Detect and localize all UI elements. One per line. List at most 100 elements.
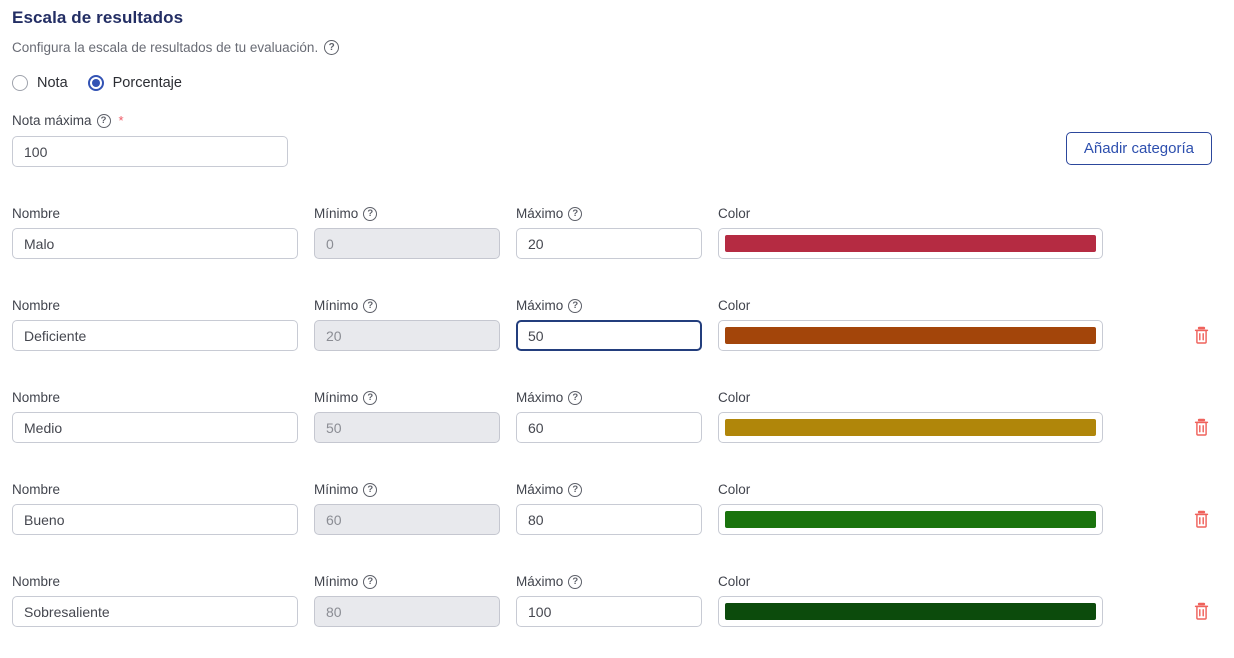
color-column-label: Color	[718, 390, 751, 405]
page-title: Escala de resultados	[12, 8, 184, 27]
min-column-label: Mínimo	[314, 574, 359, 589]
color-label-row: Color	[718, 205, 1103, 222]
min-column-label: Mínimo	[314, 390, 359, 405]
min-field-group: Mínimo ?	[314, 389, 500, 443]
color-label-row: Color	[718, 481, 1103, 498]
min-field-group: Mínimo ?	[314, 573, 500, 627]
help-icon[interactable]: ?	[568, 390, 583, 405]
max-label-row: Máximo ?	[516, 573, 702, 590]
help-icon[interactable]: ?	[363, 390, 378, 405]
help-icon[interactable]: ?	[363, 298, 378, 313]
help-icon[interactable]: ?	[363, 206, 378, 221]
max-input[interactable]	[516, 596, 702, 627]
name-input[interactable]	[12, 596, 298, 627]
min-label-row: Mínimo ?	[314, 297, 500, 314]
min-field-group: Mínimo ?	[314, 205, 500, 259]
trash-cell	[1191, 504, 1222, 535]
trash-cell	[1191, 228, 1222, 259]
help-icon[interactable]: ?	[568, 298, 583, 313]
category-rows: Nombre Mínimo ? Máximo ? Color	[12, 205, 1222, 627]
radio-circle-porcentaje[interactable]	[87, 75, 104, 91]
min-label-row: Mínimo ?	[314, 205, 500, 222]
help-icon[interactable]: ?	[324, 40, 340, 55]
delete-category-button[interactable]	[1191, 416, 1212, 439]
help-icon[interactable]: ?	[363, 482, 378, 497]
min-column-label: Mínimo	[314, 482, 359, 497]
name-input[interactable]	[12, 412, 298, 443]
max-field-group: Máximo ?	[516, 297, 702, 351]
color-picker-field[interactable]	[718, 504, 1103, 535]
max-grade-row: Nota máxima ? * Añadir categoría	[12, 112, 1222, 167]
color-swatch	[725, 419, 1096, 436]
add-category-button[interactable]: Añadir categoría	[1065, 132, 1212, 165]
color-column-label: Color	[718, 298, 751, 313]
trash-cell	[1191, 596, 1222, 627]
color-swatch	[725, 511, 1096, 528]
color-column-label: Color	[718, 482, 751, 497]
subtitle-row: Configura la escala de resultados de tu …	[12, 40, 1222, 55]
name-input[interactable]	[12, 504, 298, 535]
max-grade-field: Nota máxima ? *	[12, 112, 288, 167]
max-grade-input[interactable]	[12, 136, 288, 167]
color-column-label: Color	[718, 206, 751, 221]
min-label-row: Mínimo ?	[314, 481, 500, 498]
color-label-row: Color	[718, 297, 1103, 314]
name-input[interactable]	[12, 320, 298, 351]
trash-icon	[1194, 418, 1209, 436]
help-icon[interactable]: ?	[568, 574, 583, 589]
color-picker-field[interactable]	[718, 596, 1103, 627]
delete-category-button[interactable]	[1191, 600, 1212, 623]
name-field-group: Nombre	[12, 205, 298, 259]
max-input[interactable]	[516, 504, 702, 535]
max-input[interactable]	[516, 228, 702, 259]
max-field-group: Máximo ?	[516, 481, 702, 535]
color-field-group: Color	[718, 481, 1103, 535]
subtitle-text: Configura la escala de resultados de tu …	[12, 40, 319, 55]
min-label-row: Mínimo ?	[314, 389, 500, 406]
name-label-row: Nombre	[12, 389, 298, 406]
max-label-row: Máximo ?	[516, 205, 702, 222]
help-icon[interactable]: ?	[568, 206, 583, 221]
category-row: Nombre Mínimo ? Máximo ? Color	[12, 297, 1222, 351]
radio-option-porcentaje[interactable]: Porcentaje	[87, 75, 182, 91]
name-column-label: Nombre	[12, 574, 61, 589]
radio-circle-nota[interactable]	[12, 75, 28, 91]
min-input	[314, 596, 500, 627]
delete-category-button[interactable]	[1191, 508, 1212, 531]
delete-category-button[interactable]	[1191, 324, 1212, 347]
name-label-row: Nombre	[12, 205, 298, 222]
trash-cell	[1191, 320, 1222, 351]
max-input[interactable]	[516, 412, 702, 443]
min-field-group: Mínimo ?	[314, 297, 500, 351]
min-field-group: Mínimo ?	[314, 481, 500, 535]
help-icon[interactable]: ?	[96, 113, 111, 128]
trash-icon	[1194, 602, 1209, 620]
color-picker-field[interactable]	[718, 320, 1103, 351]
name-field-group: Nombre	[12, 297, 298, 351]
trash-icon	[1194, 326, 1209, 344]
name-label-row: Nombre	[12, 481, 298, 498]
radio-option-nota[interactable]: Nota	[12, 75, 68, 91]
max-label-row: Máximo ?	[516, 389, 702, 406]
help-icon[interactable]: ?	[568, 482, 583, 497]
scale-type-radio-group: Nota Porcentaje	[12, 75, 1222, 91]
radio-label-nota: Nota	[37, 75, 68, 91]
max-input[interactable]	[516, 320, 702, 351]
color-column-label: Color	[718, 574, 751, 589]
name-field-group: Nombre	[12, 573, 298, 627]
color-picker-field[interactable]	[718, 228, 1103, 259]
color-picker-field[interactable]	[718, 412, 1103, 443]
help-icon[interactable]: ?	[363, 574, 378, 589]
name-input[interactable]	[12, 228, 298, 259]
required-asterisk: *	[118, 113, 124, 128]
name-column-label: Nombre	[12, 390, 61, 405]
color-field-group: Color	[718, 205, 1103, 259]
name-field-group: Nombre	[12, 481, 298, 535]
min-label-row: Mínimo ?	[314, 573, 500, 590]
color-field-group: Color	[718, 573, 1103, 627]
max-column-label: Máximo	[516, 482, 564, 497]
max-column-label: Máximo	[516, 390, 564, 405]
radio-label-porcentaje: Porcentaje	[112, 75, 182, 91]
max-grade-label: Nota máxima	[12, 113, 92, 128]
max-column-label: Máximo	[516, 206, 564, 221]
